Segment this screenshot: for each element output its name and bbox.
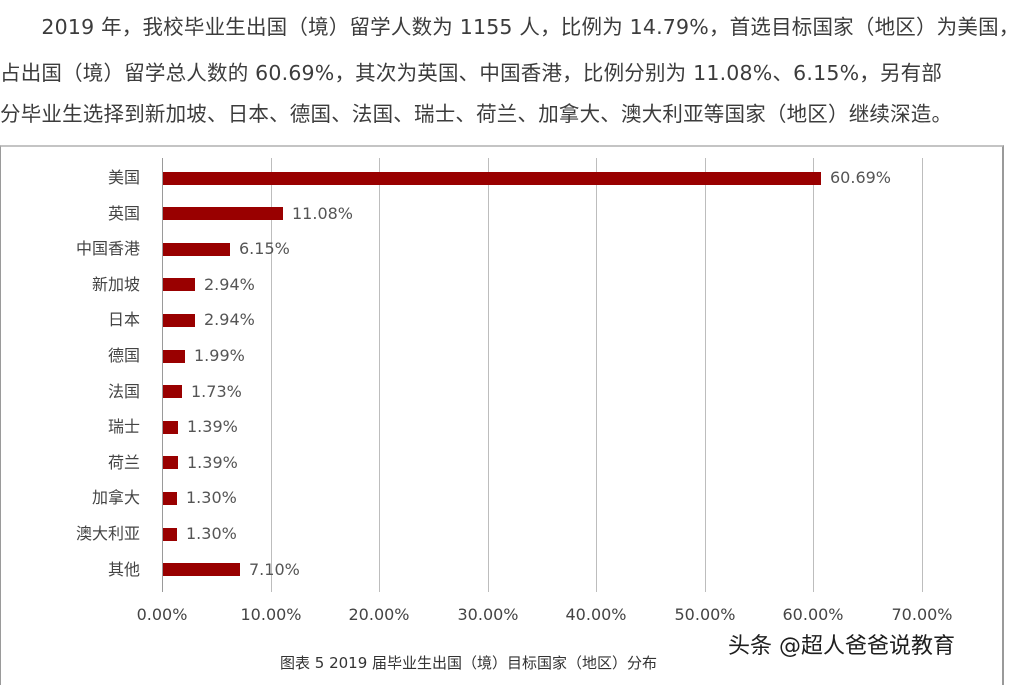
gridline — [705, 158, 706, 592]
category-label: 日本 — [107, 310, 140, 330]
value-label: 2.94% — [204, 310, 255, 330]
category-label: 澳大利亚 — [75, 524, 140, 543]
x-tick-label: 40.00% — [565, 605, 627, 624]
x-tick-label: 50.00% — [674, 605, 736, 624]
category-label: 美国 — [107, 168, 140, 187]
bar — [163, 491, 177, 505]
x-tick-label: 60.00% — [782, 605, 844, 624]
x-tick-label: 20.00% — [348, 605, 410, 624]
category-label: 德国 — [107, 346, 140, 365]
bar — [163, 349, 185, 363]
category-label: 瑞士 — [107, 417, 140, 437]
bar — [163, 527, 177, 541]
category-label: 法国 — [107, 381, 140, 401]
gridline — [922, 158, 923, 592]
category-label: 荷兰 — [107, 452, 140, 472]
paragraph-line-1: 2019 年，我校毕业生出国（境）留学人数为 1155 人，比例为 14.79%… — [0, 15, 1010, 39]
value-label: 6.15% — [239, 239, 290, 259]
value-label: 1.39% — [187, 452, 238, 472]
gridline — [162, 158, 163, 592]
value-label: 11.08% — [292, 203, 354, 223]
bar — [163, 456, 178, 470]
category-label: 中国香港 — [75, 239, 140, 259]
value-label: 1.30% — [186, 488, 237, 508]
bar — [163, 242, 230, 256]
value-label: 60.69% — [830, 168, 892, 187]
paragraph-line-3: 分毕业生选择到新加坡、日本、德国、法国、瑞士、荷兰、加拿大、澳大利亚等国家（地区… — [0, 102, 953, 126]
value-label: 1.73% — [191, 381, 242, 401]
category-label: 加拿大 — [91, 488, 140, 508]
bar — [163, 420, 178, 434]
category-label: 其他 — [107, 559, 140, 579]
category-label: 新加坡 — [91, 274, 140, 294]
chart-caption: 图表 5 2019 届毕业生出国（境）目标国家（地区）分布 — [280, 654, 658, 672]
category-label: 英国 — [107, 203, 140, 223]
bar — [163, 278, 195, 292]
bar — [163, 563, 240, 577]
chart-frame — [0, 145, 1004, 685]
bar — [163, 207, 283, 221]
gridline — [271, 158, 272, 592]
x-tick-label: 10.00% — [240, 605, 302, 624]
value-label: 1.30% — [186, 524, 237, 543]
x-tick-label: 70.00% — [891, 605, 953, 624]
x-tick-label: 0.00% — [136, 605, 188, 624]
paragraph-line-2: 占出国（境）留学总人数的 60.69%，其次为英国、中国香港，比例分别为 11.… — [0, 61, 943, 85]
bar — [163, 385, 182, 399]
value-label: 1.99% — [194, 346, 245, 365]
value-label: 2.94% — [204, 274, 255, 294]
gridline — [813, 158, 814, 592]
gridline — [596, 158, 597, 592]
value-label: 7.10% — [249, 559, 300, 579]
bar — [163, 313, 195, 327]
gridline — [488, 158, 489, 592]
value-label: 1.39% — [187, 417, 238, 437]
gridline — [379, 158, 380, 592]
watermark: 头条 @超人爸爸说教育 — [728, 634, 955, 659]
bar — [163, 171, 821, 185]
x-tick-label: 30.00% — [457, 605, 519, 624]
